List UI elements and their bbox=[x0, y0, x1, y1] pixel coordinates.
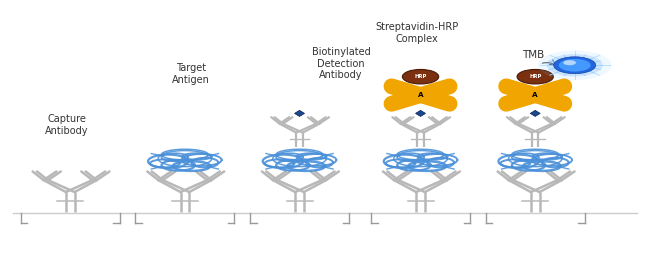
Polygon shape bbox=[530, 110, 540, 116]
Text: HRP: HRP bbox=[529, 74, 541, 79]
Text: Streptavidin-HRP
Complex: Streptavidin-HRP Complex bbox=[376, 22, 459, 44]
Circle shape bbox=[402, 69, 439, 84]
Circle shape bbox=[517, 69, 553, 84]
Circle shape bbox=[564, 60, 576, 65]
Polygon shape bbox=[415, 110, 426, 116]
Circle shape bbox=[547, 54, 603, 76]
Text: A: A bbox=[532, 92, 538, 98]
Circle shape bbox=[559, 59, 591, 72]
Text: Biotinylated
Detection
Antibody: Biotinylated Detection Antibody bbox=[311, 47, 370, 80]
Text: Target
Antigen: Target Antigen bbox=[172, 63, 210, 85]
Text: HRP: HRP bbox=[414, 74, 427, 79]
Circle shape bbox=[538, 50, 612, 80]
Text: Capture
Antibody: Capture Antibody bbox=[46, 114, 89, 136]
Text: TMB: TMB bbox=[522, 50, 545, 60]
Polygon shape bbox=[294, 110, 304, 116]
Text: A: A bbox=[418, 92, 423, 98]
Circle shape bbox=[554, 57, 595, 74]
